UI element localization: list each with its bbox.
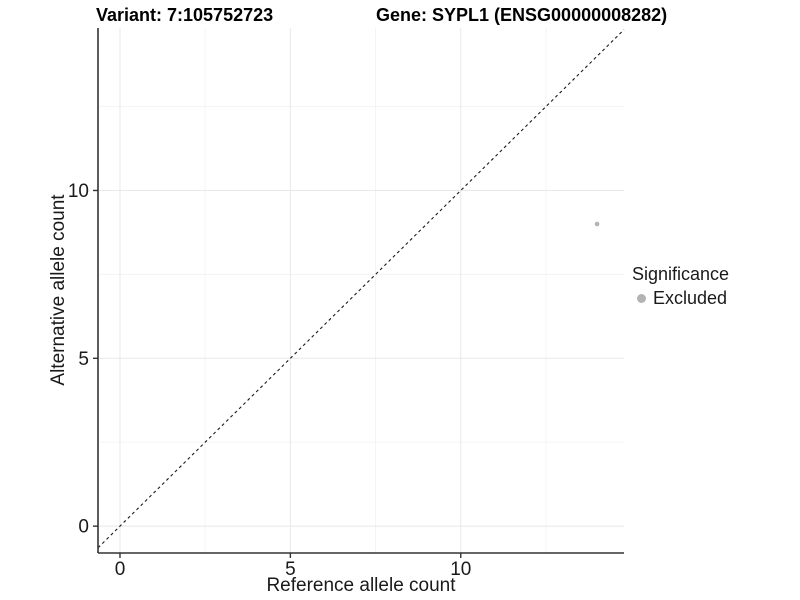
identity-line bbox=[97, 29, 625, 549]
legend-item-excluded: Excluded bbox=[632, 288, 729, 309]
legend-key-dot bbox=[637, 294, 646, 303]
x-tick-label: 5 bbox=[285, 559, 296, 580]
x-axis-title: Reference allele count bbox=[266, 575, 456, 596]
x-tick-label: 10 bbox=[450, 559, 471, 580]
x-tick-label: 0 bbox=[115, 559, 126, 580]
legend: Significance Excluded bbox=[632, 264, 729, 309]
plot-title-gene: Gene: SYPL1 (ENSG00000008282) bbox=[376, 5, 668, 25]
data-point bbox=[594, 221, 600, 227]
legend-item-label: Excluded bbox=[653, 288, 728, 308]
legend-title: Significance bbox=[632, 264, 730, 284]
y-axis-title: Alternative allele count bbox=[48, 194, 69, 386]
y-tick-label: 0 bbox=[78, 517, 89, 538]
plot-title-variant: Variant: 7:105752723 bbox=[96, 5, 274, 25]
y-tick-label: 5 bbox=[78, 349, 89, 370]
y-tick-label: 10 bbox=[68, 181, 89, 202]
